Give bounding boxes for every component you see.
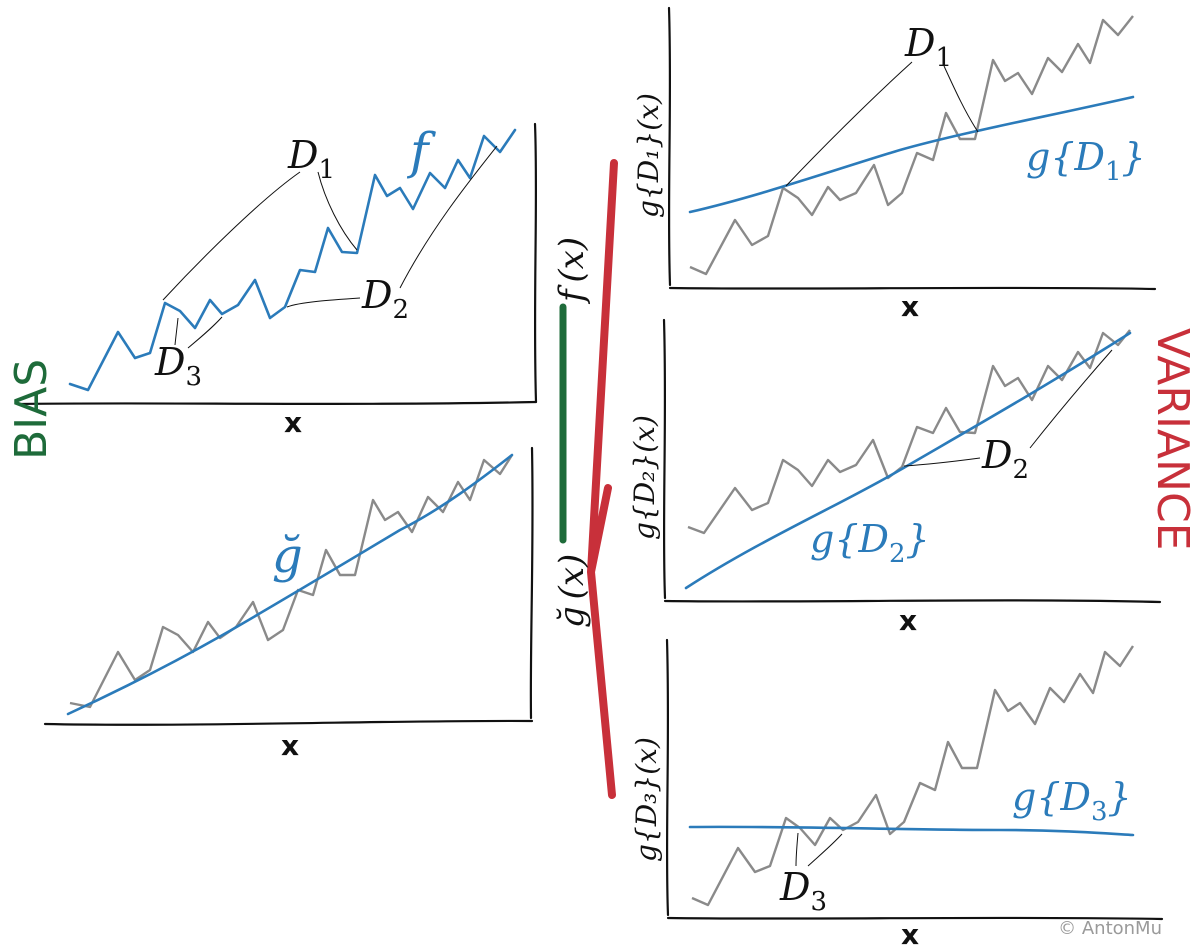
panelC-label-D3: D3 <box>779 865 827 917</box>
bias-variance-connectors: f (x) ğ (x) <box>552 159 618 799</box>
panelA-x-axis <box>668 286 1157 291</box>
panelA-model-line <box>688 95 1135 214</box>
panel-model-D3: D3 g{D3} g{D₃}(x) x © AntonMu <box>630 638 1164 947</box>
panel1-D2-pointer-b <box>399 145 498 289</box>
panel2-x-label: x <box>281 729 299 762</box>
panelA-label-D1: D1 <box>904 21 952 73</box>
panel1-f-curve <box>68 128 517 392</box>
g-breve-of-x-label: ğ (x) <box>552 554 592 628</box>
panel2-g-breve-line <box>66 453 514 716</box>
panelA-D1-pointer-a <box>785 61 913 187</box>
panel1-label-D1: D1 <box>287 133 335 185</box>
panel1-label-D2: D2 <box>361 273 409 325</box>
panelC-label-gD3: g{D3} <box>1012 775 1132 827</box>
panelA-y-axis <box>667 6 672 287</box>
variance-fan <box>587 159 618 799</box>
panelC-D3-pointer-a <box>795 832 799 867</box>
panel2-x-axis <box>43 719 534 726</box>
panelC-y-axis <box>665 638 670 917</box>
panel1-D2-pointer-a <box>286 297 361 308</box>
panelA-x-label: x <box>901 290 919 323</box>
panel1-y-axis <box>533 122 538 404</box>
panel1-label-f: f <box>406 122 436 180</box>
panel1-x-label: x <box>284 406 302 439</box>
panelA-y-label: g{D₁}(x) <box>632 93 665 218</box>
panelB-D2-pointer-a <box>903 457 981 467</box>
variance-label: VARIANCE <box>1147 328 1198 550</box>
panel-model-D2: D2 g{D2} g{D₂}(x) x <box>628 318 1162 637</box>
panelB-data-curve <box>687 329 1131 535</box>
copyright-text: © AntonMu <box>1058 918 1162 939</box>
panel1-x-axis <box>16 400 538 406</box>
panelB-label-gD2: g{D2} <box>810 517 930 569</box>
panelA-data-curve <box>689 15 1134 276</box>
panel2-data-curve <box>69 454 514 709</box>
panelB-x-axis <box>663 599 1162 604</box>
panelA-D1-pointer-b <box>943 65 979 133</box>
panelC-x-axis <box>666 916 1164 921</box>
panelA-label-gD1: g{D1} <box>1026 135 1146 187</box>
panel2-label-g-breve: ğ <box>272 528 303 584</box>
bias-label: BIAS <box>6 359 57 460</box>
panel1-label-D3: D3 <box>154 340 202 392</box>
panel1-D1-pointer-b <box>317 171 358 251</box>
panelB-model-line <box>684 331 1132 590</box>
panel-model-D1: D1 g{D1} g{D₁}(x) x <box>632 6 1157 323</box>
panelB-y-axis <box>662 318 667 600</box>
panelC-model-line <box>688 825 1135 837</box>
panel1-D3-pointer-b <box>187 316 223 349</box>
panel1-D3-pointer-a <box>174 317 179 346</box>
f-of-x-label: f (x) <box>552 237 592 305</box>
panelC-D3-pointer-b <box>807 833 843 867</box>
panel-average-model: ğ x <box>43 446 534 762</box>
panel-true-function: D1 D2 D3 f x <box>16 122 538 439</box>
panel2-y-axis <box>529 446 534 720</box>
panel1-D1-pointer-a <box>162 171 301 301</box>
panelC-x-label: x <box>901 918 919 947</box>
panelB-label-D2: D2 <box>981 433 1029 485</box>
panelC-y-label: g{D₃}(x) <box>630 737 663 862</box>
panelB-D2-pointer-b <box>1029 349 1113 449</box>
panelB-y-label: g{D₂}(x) <box>628 415 661 540</box>
panelB-x-label: x <box>899 604 917 637</box>
